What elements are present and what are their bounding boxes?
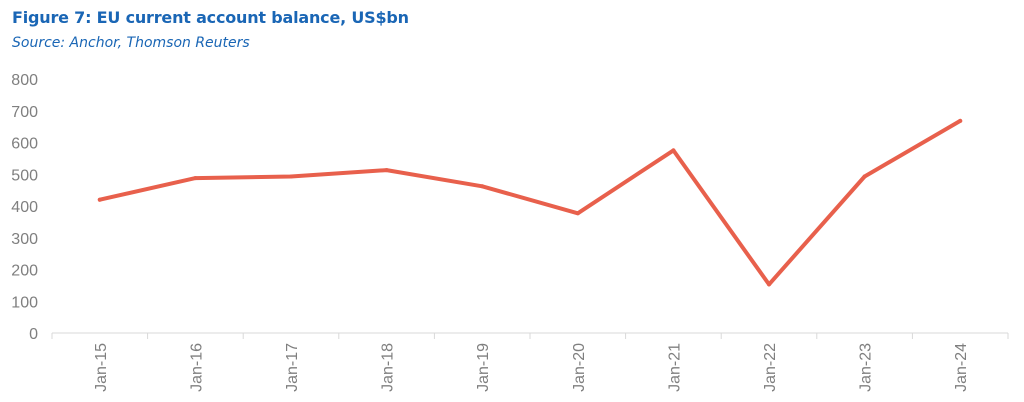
y-tick-label: 400 — [11, 199, 38, 216]
x-tick-label: Jan-20 — [571, 343, 588, 392]
y-tick-label: 0 — [29, 326, 38, 343]
y-tick-label: 500 — [11, 167, 38, 184]
y-tick-label: 800 — [11, 72, 38, 89]
y-tick-label: 300 — [11, 231, 38, 248]
data-point — [862, 174, 867, 179]
y-tick-label: 700 — [11, 104, 38, 121]
data-point — [480, 184, 485, 189]
x-tick-label: Jan-17 — [284, 343, 301, 392]
data-point — [767, 282, 771, 287]
x-tick-label: Jan-19 — [475, 343, 492, 392]
chart-title: Figure 7: EU current account balance, US… — [12, 8, 409, 27]
x-tick-label: Jan-24 — [953, 343, 970, 392]
x-tick-label: Jan-21 — [666, 343, 683, 392]
data-point — [193, 176, 198, 181]
x-axis-ticks — [51, 333, 1009, 339]
series-layer — [97, 118, 963, 287]
x-tick-label: Jan-22 — [762, 343, 779, 392]
data-point — [97, 197, 102, 202]
y-tick-label: 200 — [11, 263, 38, 280]
chart-source: Source: Anchor, Thomson Reuters — [12, 35, 250, 51]
y-tick-label: 600 — [11, 136, 38, 153]
x-tick-label: Jan-18 — [380, 343, 397, 392]
data-point — [289, 174, 293, 179]
data-point — [575, 211, 580, 216]
data-point — [384, 168, 389, 173]
series-line — [97, 118, 963, 287]
data-point — [958, 118, 963, 123]
x-tick-label: Jan-15 — [93, 343, 110, 392]
x-axis-labels: Jan-15 Jan-16 Jan-17 Jan-18 Jan-19 Jan-20 Jan-… — [93, 343, 970, 392]
data-point — [671, 148, 676, 153]
y-tick-label: 100 — [11, 294, 38, 311]
x-tick-label: Jan-23 — [858, 343, 875, 392]
y-axis-ticks: 0 100 200 300 400 500 600 700 800 — [11, 72, 38, 343]
x-tick-label: Jan-16 — [188, 343, 205, 392]
